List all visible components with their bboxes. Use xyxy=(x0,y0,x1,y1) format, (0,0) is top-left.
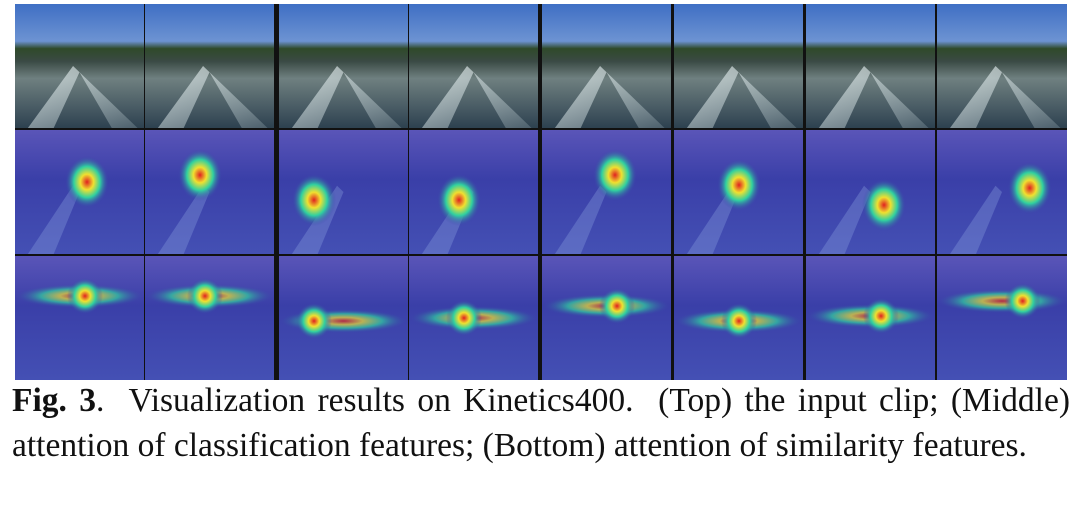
wake xyxy=(291,66,402,128)
wake xyxy=(421,66,532,128)
wake-faint xyxy=(950,185,1002,254)
input-frame xyxy=(145,4,274,128)
hotspot xyxy=(292,174,336,226)
hotspot xyxy=(67,278,103,314)
input-frame xyxy=(806,4,935,128)
figure-grid xyxy=(15,4,1067,380)
hotspot xyxy=(863,298,899,334)
wake xyxy=(157,66,268,128)
sim-attention-frame xyxy=(15,256,144,380)
hotspot xyxy=(721,303,757,339)
wake xyxy=(818,66,929,128)
input-frame xyxy=(409,4,538,128)
wake-faint xyxy=(27,185,80,254)
wake xyxy=(27,66,138,128)
hotspot xyxy=(437,174,481,226)
input-frame xyxy=(542,4,671,128)
input-frame xyxy=(279,4,408,128)
hotspot xyxy=(187,278,223,314)
hotspot xyxy=(1004,283,1041,319)
input-frame xyxy=(15,4,144,128)
wake-faint xyxy=(157,185,210,254)
wake-faint xyxy=(554,185,607,254)
hotspot xyxy=(717,159,761,211)
caption-text: . Visualization results on Kinetics400. … xyxy=(12,382,1079,464)
sim-attention-frame xyxy=(145,256,274,380)
input-frame xyxy=(937,4,1067,128)
hotspot xyxy=(1007,162,1052,214)
caption: Fig. 3. Visualization results on Kinetic… xyxy=(12,378,1070,468)
hotspot xyxy=(446,300,482,336)
wake-faint xyxy=(818,185,871,254)
input-frame xyxy=(674,4,803,128)
wake xyxy=(686,66,797,128)
wake xyxy=(950,66,1061,128)
hotspot xyxy=(599,288,635,324)
hotspot xyxy=(296,303,332,339)
hotspot xyxy=(65,156,109,208)
hotspot xyxy=(178,149,222,201)
hotspot xyxy=(862,179,906,231)
sim-attention-frame xyxy=(937,256,1067,380)
wake xyxy=(554,66,665,128)
cells xyxy=(15,4,1067,380)
hotspot xyxy=(593,149,637,201)
figure-label: Fig. 3 xyxy=(12,382,97,419)
hotband xyxy=(937,289,1067,313)
